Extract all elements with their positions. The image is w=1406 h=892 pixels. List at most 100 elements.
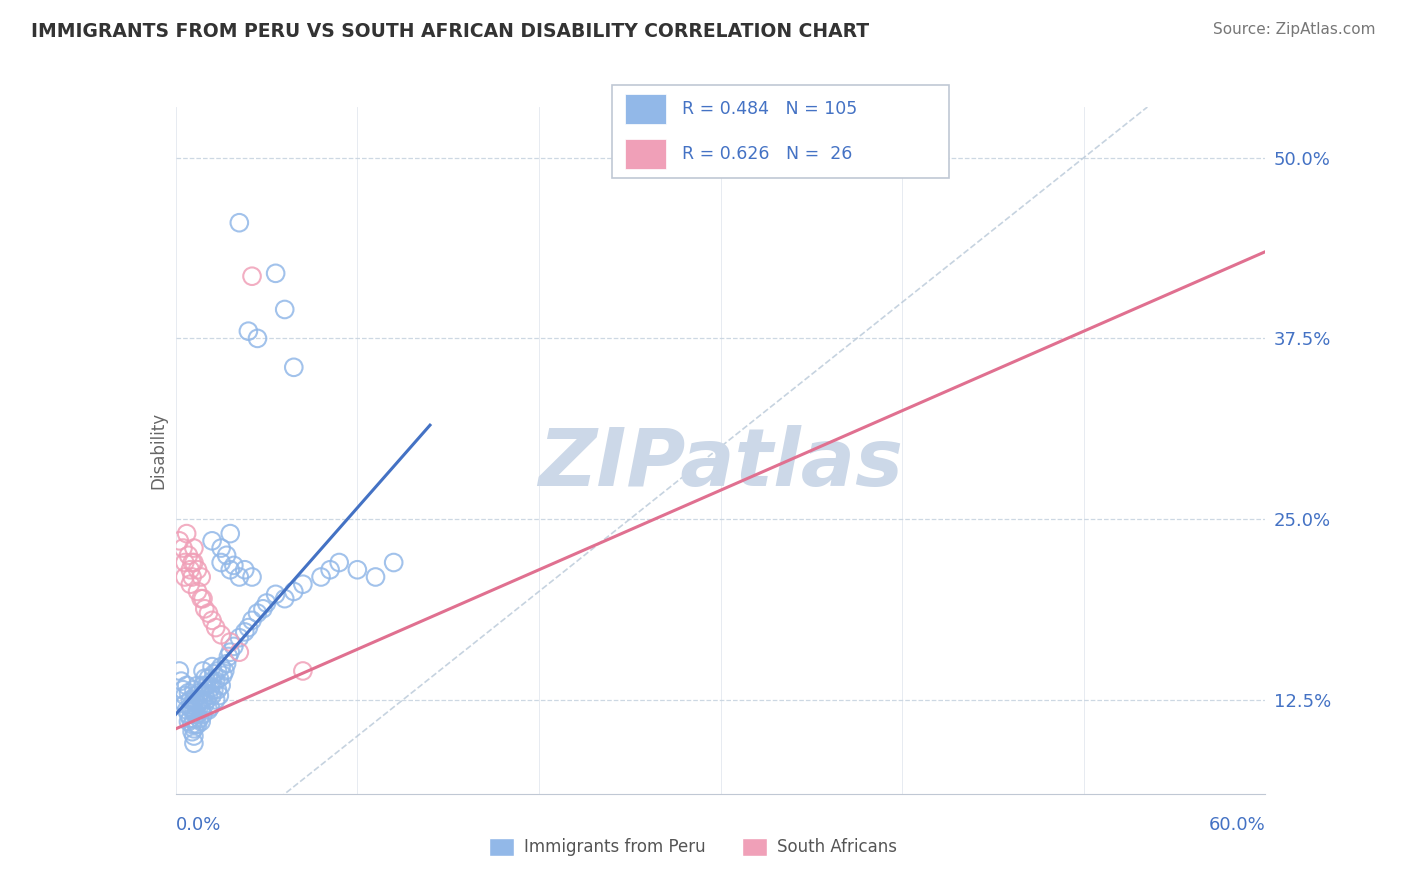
Point bbox=[319, 563, 342, 577]
Point bbox=[207, 664, 229, 678]
Point bbox=[181, 724, 204, 739]
Text: 0.0%: 0.0% bbox=[176, 816, 221, 834]
Point bbox=[197, 703, 219, 717]
Point bbox=[170, 674, 193, 689]
Point bbox=[201, 533, 224, 548]
Point bbox=[173, 689, 195, 703]
Point bbox=[184, 689, 207, 703]
Point bbox=[195, 693, 218, 707]
Point bbox=[181, 717, 204, 731]
Point bbox=[169, 664, 191, 678]
Point bbox=[181, 703, 204, 717]
Point bbox=[209, 628, 232, 642]
Point bbox=[246, 331, 269, 345]
Point bbox=[209, 541, 232, 555]
Point bbox=[183, 736, 205, 750]
FancyBboxPatch shape bbox=[626, 139, 665, 169]
Point bbox=[179, 693, 201, 707]
Point bbox=[291, 577, 314, 591]
Point bbox=[177, 686, 200, 700]
Y-axis label: Disability: Disability bbox=[149, 412, 167, 489]
Point bbox=[214, 664, 236, 678]
Point bbox=[184, 717, 207, 731]
Point bbox=[186, 697, 209, 711]
Point bbox=[173, 697, 195, 711]
Point bbox=[217, 649, 239, 664]
Point bbox=[188, 700, 211, 714]
Point bbox=[191, 707, 214, 722]
Point bbox=[190, 714, 212, 729]
Point bbox=[191, 678, 214, 692]
Point bbox=[228, 645, 250, 659]
Point bbox=[264, 587, 287, 601]
Text: South Africans: South Africans bbox=[776, 838, 897, 856]
Point bbox=[209, 678, 232, 692]
Point bbox=[328, 556, 350, 570]
Point bbox=[184, 707, 207, 722]
Point bbox=[215, 549, 238, 563]
Point bbox=[195, 678, 218, 692]
Point bbox=[183, 541, 205, 555]
Point bbox=[190, 591, 212, 606]
Point bbox=[186, 707, 209, 722]
Point bbox=[207, 682, 229, 697]
Point bbox=[191, 591, 214, 606]
Point bbox=[264, 266, 287, 280]
Point bbox=[186, 678, 209, 692]
Point bbox=[364, 570, 387, 584]
Point bbox=[228, 216, 250, 230]
Point bbox=[382, 556, 405, 570]
Point bbox=[212, 668, 235, 682]
Point bbox=[183, 712, 205, 726]
Point bbox=[346, 563, 368, 577]
Text: ZIPatlas: ZIPatlas bbox=[538, 425, 903, 503]
Point bbox=[219, 635, 242, 649]
Point bbox=[309, 570, 332, 584]
Point bbox=[283, 360, 305, 375]
Point bbox=[177, 549, 200, 563]
Point bbox=[183, 682, 205, 697]
Point bbox=[283, 584, 305, 599]
Point bbox=[183, 729, 205, 743]
Point bbox=[173, 556, 195, 570]
Point bbox=[194, 697, 217, 711]
Point bbox=[233, 624, 256, 639]
Point bbox=[172, 541, 194, 555]
Point bbox=[183, 693, 205, 707]
Point bbox=[238, 324, 260, 338]
Point bbox=[186, 717, 209, 731]
Point bbox=[201, 674, 224, 689]
Text: Source: ZipAtlas.com: Source: ZipAtlas.com bbox=[1212, 22, 1375, 37]
Point bbox=[184, 700, 207, 714]
Point bbox=[215, 657, 238, 671]
Point bbox=[197, 671, 219, 685]
Point bbox=[191, 693, 214, 707]
Point bbox=[188, 712, 211, 726]
Point bbox=[172, 682, 194, 697]
Point bbox=[274, 302, 297, 317]
FancyBboxPatch shape bbox=[488, 838, 513, 856]
Point bbox=[246, 606, 269, 620]
Point bbox=[274, 591, 297, 606]
Point bbox=[201, 659, 224, 673]
Point bbox=[186, 584, 209, 599]
Point bbox=[202, 682, 225, 697]
Point bbox=[204, 621, 226, 635]
Point bbox=[240, 613, 263, 627]
Point bbox=[177, 714, 200, 729]
FancyBboxPatch shape bbox=[626, 95, 665, 124]
Point bbox=[194, 602, 217, 616]
Text: R = 0.484   N = 105: R = 0.484 N = 105 bbox=[682, 100, 858, 118]
FancyBboxPatch shape bbox=[742, 838, 768, 856]
Point bbox=[176, 678, 198, 692]
Point bbox=[208, 671, 231, 685]
Text: IMMIGRANTS FROM PERU VS SOUTH AFRICAN DISABILITY CORRELATION CHART: IMMIGRANTS FROM PERU VS SOUTH AFRICAN DI… bbox=[31, 22, 869, 41]
Point bbox=[181, 570, 204, 584]
Point bbox=[200, 681, 222, 696]
Point bbox=[183, 556, 205, 570]
Point bbox=[219, 645, 242, 659]
Point bbox=[252, 602, 274, 616]
Point bbox=[208, 689, 231, 703]
Point bbox=[183, 703, 205, 717]
Point bbox=[200, 700, 222, 714]
